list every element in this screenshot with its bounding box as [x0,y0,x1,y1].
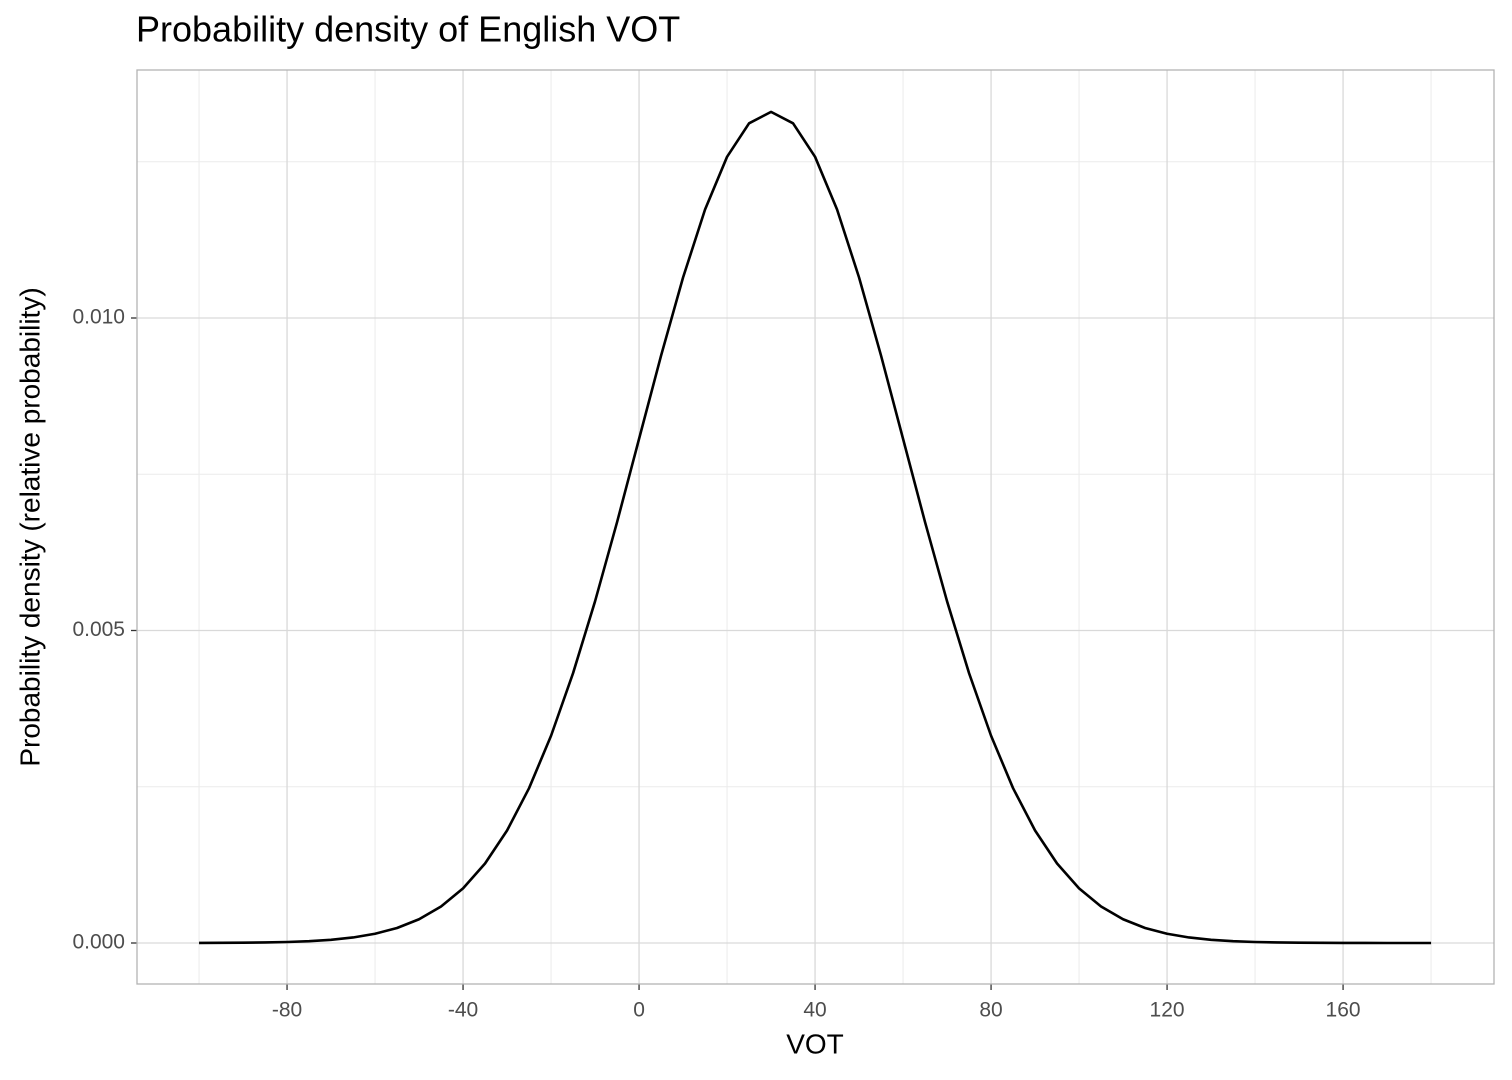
x-tick-label: 40 [803,999,826,1022]
x-tick-label: 120 [1150,999,1185,1022]
y-tick-label: 0.010 [72,306,125,329]
chart-title: Probability density of English VOT [136,9,680,50]
y-tick-label: 0.005 [72,618,125,641]
x-tick-label: 80 [979,999,1002,1022]
x-tick-label: -80 [272,999,302,1022]
x-axis-label: VOT [786,1028,844,1059]
plot-border [136,69,1495,985]
x-tick-label: 160 [1326,999,1361,1022]
x-tick-label: -40 [448,999,478,1022]
density-line [199,110,1432,945]
x-tick-label: 0 [633,999,645,1022]
y-tick-label: 0.000 [72,931,125,954]
y-axis-label: Probability density (relative probabilit… [14,287,45,766]
